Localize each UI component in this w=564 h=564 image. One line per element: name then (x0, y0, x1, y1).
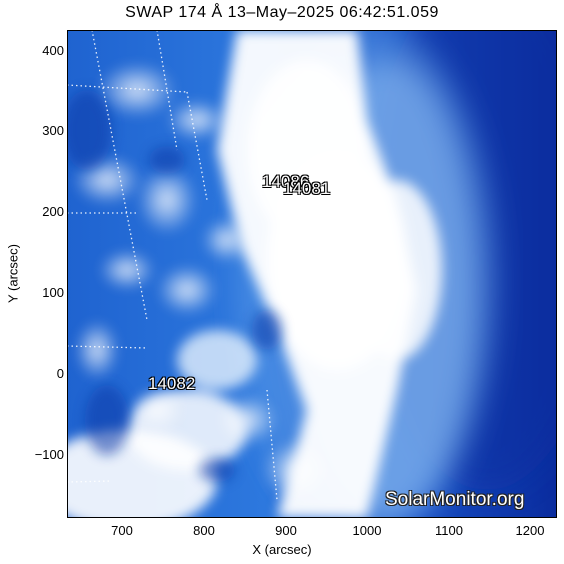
x-tick-label: 1000 (352, 523, 382, 538)
y-tick-label: 400 (42, 43, 64, 58)
y-tick-label: 100 (42, 285, 64, 300)
active-region-label: 14086 (262, 172, 310, 191)
x-tick-label: 800 (193, 523, 215, 538)
x-axis-label: X (arcsec) (252, 542, 312, 557)
x-tick-label: 700 (111, 523, 133, 538)
active-region-label: 14082 (148, 374, 196, 393)
y-tick-label: −100 (34, 447, 64, 462)
y-tick-label: 300 (42, 123, 64, 138)
solar-image[interactable] (67, 30, 557, 518)
x-tick-label: 900 (275, 523, 297, 538)
active-region-label: 14081 (283, 179, 331, 198)
x-tick-label: 1200 (515, 523, 545, 538)
y-tick-label: 0 (56, 366, 64, 381)
x-tick-label: 1100 (435, 523, 463, 538)
watermark: SolarMonitor.org (385, 489, 525, 510)
image-title: SWAP 174 Å 13–May–2025 06:42:51.059 (125, 4, 439, 21)
y-axis-label: Y (arcsec) (5, 244, 21, 303)
y-tick-label: 200 (42, 204, 64, 219)
